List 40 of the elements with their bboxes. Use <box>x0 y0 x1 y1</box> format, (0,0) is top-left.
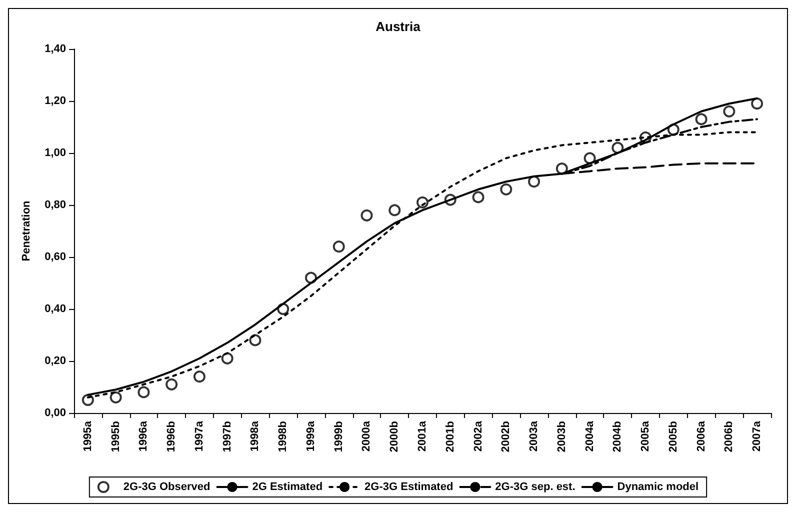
x-tick-label: 1999a <box>304 420 317 452</box>
chart-title: Austria <box>376 19 422 34</box>
y-axis-title: Penetration <box>20 200 32 262</box>
x-tick-label: 1995b <box>110 420 122 452</box>
legend-label: Dynamic model <box>617 481 699 493</box>
legend-label: 2G-3G Observed <box>123 481 210 493</box>
x-tick-label: 1999b <box>332 420 345 452</box>
x-tick-label: 1996b <box>166 420 178 452</box>
x-tick-label: 2006b <box>723 420 736 452</box>
legend-label: 2G-3G Estimated <box>364 481 454 493</box>
y-tick-label: 1,40 <box>44 43 66 55</box>
x-tick-label: 2002a <box>472 420 484 452</box>
x-tick-label: 2003b <box>556 420 568 452</box>
x-tick-label: 2003a <box>528 420 540 452</box>
x-tick-label: 1995a <box>82 420 94 452</box>
y-tick-label: 0,20 <box>44 355 66 367</box>
x-tick-label: 1997a <box>193 420 206 452</box>
x-tick-label: 2000a <box>360 420 373 452</box>
x-tick-label: 2004a <box>584 420 596 452</box>
x-tick-label: 2000b <box>388 420 401 452</box>
x-tick-label: 2005a <box>640 420 652 452</box>
y-tick-label: 0,00 <box>44 407 66 419</box>
x-tick-label: 1998b <box>277 420 290 452</box>
x-tick-label: 2001b <box>444 420 456 452</box>
y-tick-label: 0,40 <box>44 303 66 315</box>
y-tick-label: 0,80 <box>44 199 66 211</box>
legend-label: 2G-3G sep. est. <box>495 481 576 493</box>
x-tick-label: 2007a <box>751 420 764 452</box>
x-tick-label: 2002b <box>500 420 512 452</box>
x-tick-label: 1998a <box>249 420 262 452</box>
x-tick-label: 1996a <box>138 420 150 452</box>
y-tick-label: 1,00 <box>44 147 66 159</box>
legend-label: 2G Estimated <box>252 481 323 493</box>
x-tick-label: 2006a <box>695 420 708 452</box>
x-tick-label: 2005b <box>667 420 680 452</box>
x-tick-label: 2004b <box>612 420 624 452</box>
x-tick-label: 1997b <box>221 420 234 452</box>
x-tick-label: 2001a <box>416 420 428 452</box>
y-tick-label: 0,60 <box>44 251 66 263</box>
y-tick-label: 1,20 <box>44 95 66 107</box>
